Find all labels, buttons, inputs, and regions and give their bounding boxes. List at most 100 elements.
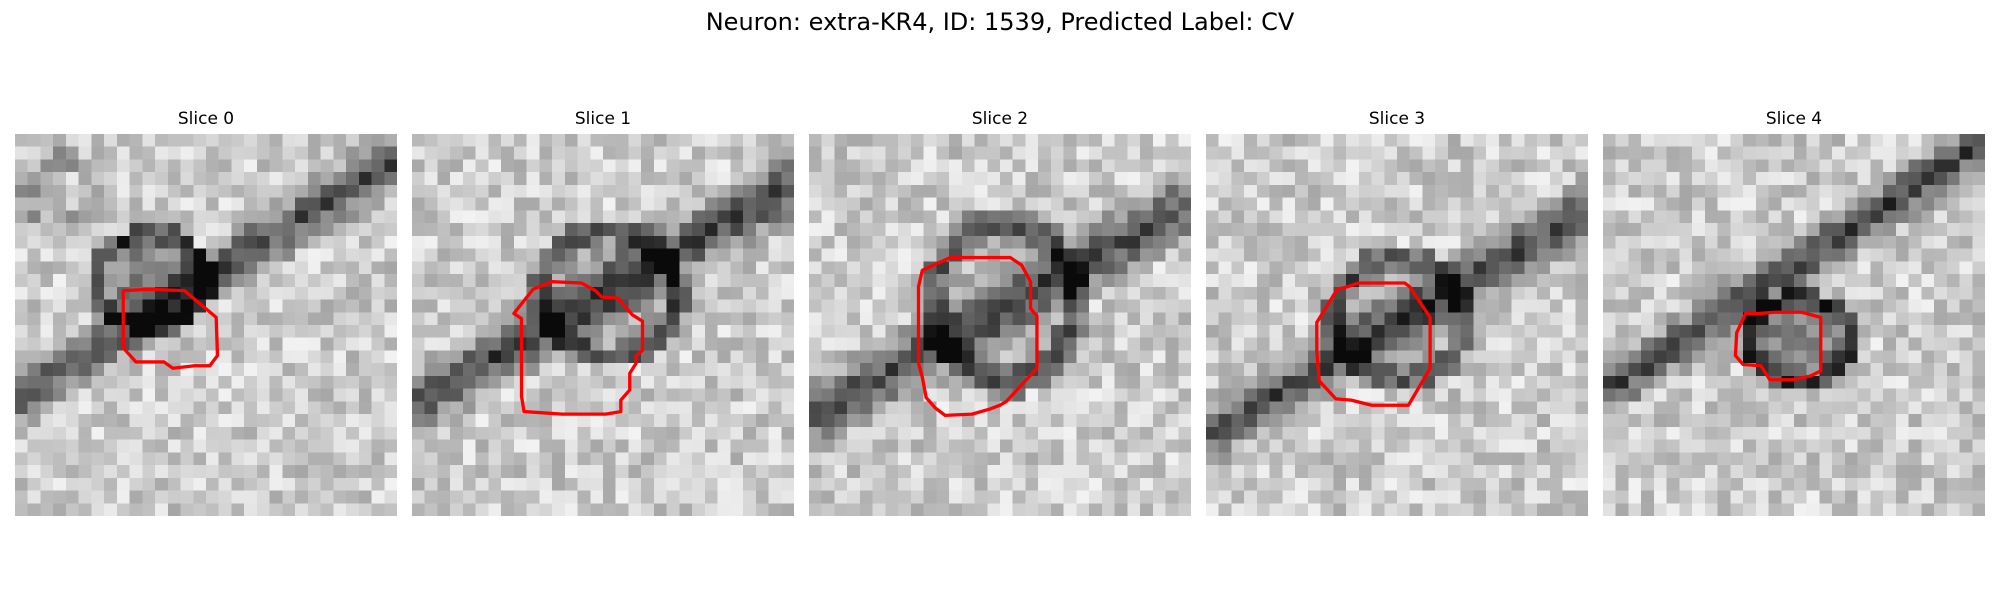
image-pixel (437, 452, 451, 466)
image-pixel (1819, 248, 1833, 262)
image-pixel (1063, 159, 1077, 173)
image-pixel (1883, 490, 1897, 504)
image-pixel (1076, 337, 1090, 351)
image-pixel (1486, 452, 1500, 466)
image-pixel (78, 312, 92, 326)
image-pixel (346, 261, 360, 275)
image-pixel (1819, 401, 1833, 415)
image-pixel (193, 146, 207, 160)
image-pixel (40, 388, 54, 402)
image-pixel (231, 172, 245, 186)
image-pixel (1460, 274, 1474, 288)
image-pixel (974, 452, 988, 466)
image-pixel (730, 274, 744, 288)
image-pixel (424, 452, 438, 466)
slice-title: Slice 0 (177, 109, 235, 129)
image-pixel (552, 401, 566, 415)
image-pixel (704, 210, 718, 224)
image-pixel (256, 299, 270, 313)
image-pixel (1152, 146, 1166, 160)
image-pixel (1972, 388, 1985, 402)
image-pixel (116, 426, 130, 440)
image-pixel (1641, 274, 1655, 288)
image-pixel (206, 503, 219, 516)
image-pixel (526, 248, 540, 262)
image-pixel (1295, 248, 1309, 262)
image-pixel (1768, 159, 1782, 173)
image-pixel (974, 210, 988, 224)
image-pixel (834, 159, 848, 173)
image-pixel (358, 286, 372, 300)
image-pixel (666, 375, 680, 389)
image-pixel (1537, 146, 1551, 160)
image-pixel (1794, 477, 1807, 491)
image-pixel (1358, 452, 1372, 466)
image-pixel (167, 426, 181, 440)
image-pixel (1908, 465, 1922, 479)
image-pixel (1076, 261, 1090, 275)
image-pixel (1628, 248, 1642, 262)
image-pixel (358, 350, 372, 364)
image-pixel (923, 184, 937, 198)
image-pixel (501, 261, 515, 275)
image-pixel (1562, 350, 1576, 364)
image-pixel (78, 146, 92, 160)
image-pixel (1819, 337, 1833, 351)
image-pixel (1946, 350, 1960, 364)
image-pixel (384, 325, 397, 338)
image-pixel (384, 337, 397, 351)
image-pixel (358, 159, 372, 173)
image-pixel (231, 312, 245, 326)
image-pixel (666, 465, 680, 479)
image-pixel (1114, 223, 1128, 237)
image-pixel (1755, 197, 1769, 211)
image-pixel (15, 286, 28, 300)
image-pixel (1498, 401, 1512, 415)
image-pixel (1908, 172, 1922, 186)
image-pixel (1178, 477, 1191, 491)
image-pixel (320, 350, 334, 364)
image-pixel (167, 274, 181, 288)
image-pixel (755, 134, 769, 147)
image-pixel (1959, 465, 1973, 479)
image-pixel (27, 490, 41, 504)
image-pixel (809, 274, 822, 288)
image-pixel (78, 426, 92, 440)
image-pixel (603, 350, 616, 364)
image-pixel (1409, 159, 1423, 173)
image-pixel (564, 490, 578, 504)
image-pixel (1358, 375, 1372, 389)
image-pixel (1063, 172, 1077, 186)
image-pixel (628, 184, 642, 198)
image-pixel (539, 490, 553, 504)
image-pixel (692, 159, 706, 173)
image-pixel (27, 248, 41, 262)
image-pixel (307, 286, 321, 300)
image-pixel (1781, 388, 1795, 402)
image-pixel (704, 414, 718, 428)
image-pixel (666, 325, 680, 338)
image-pixel (1679, 312, 1693, 326)
image-pixel (1244, 134, 1258, 147)
image-pixel (679, 414, 693, 428)
image-pixel (974, 223, 988, 237)
image-pixel (346, 388, 360, 402)
image-pixel (462, 337, 476, 351)
image-pixel (1857, 426, 1871, 440)
image-pixel (501, 146, 515, 160)
image-pixel (1358, 363, 1372, 377)
image-pixel (809, 134, 822, 147)
image-pixel (1959, 503, 1973, 516)
image-pixel (577, 223, 591, 237)
image-pixel (1435, 248, 1449, 262)
image-pixel (142, 248, 156, 262)
image-pixel (1959, 197, 1973, 211)
image-pixel (1498, 375, 1512, 389)
image-pixel (1615, 286, 1629, 300)
image-pixel (40, 159, 54, 173)
image-pixel (155, 210, 169, 224)
image-pixel (615, 426, 629, 440)
image-pixel (1114, 426, 1128, 440)
image-pixel (1641, 452, 1655, 466)
image-pixel (244, 184, 258, 198)
